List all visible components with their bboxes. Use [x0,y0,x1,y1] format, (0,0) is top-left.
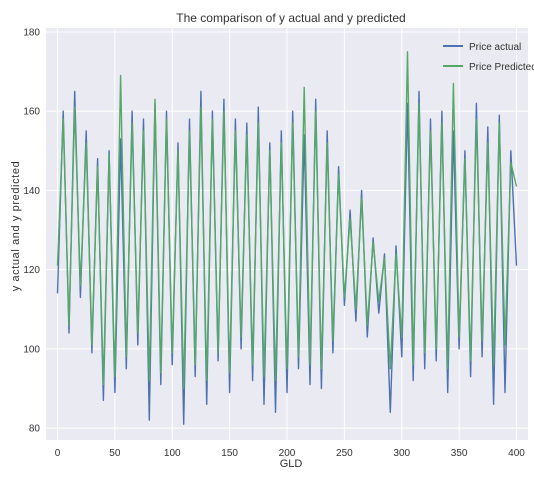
y-axis-label: y actual and y predicted [10,161,22,292]
y-tick-labels: 80 100 120 140 160 180 [23,27,40,434]
series-line-price-predicted [56,51,518,390]
chart-title: The comparison of y actual and y predict… [176,11,405,25]
legend: Price actual Price Predicted [443,42,534,73]
y-tick-label: 100 [23,344,40,355]
x-tick-label: 100 [164,448,181,459]
x-tick-label: 50 [109,448,121,459]
x-tick-label: 300 [393,448,410,459]
series-layer [56,51,518,425]
x-tick-labels: 0 50 100 150 200 250 300 350 400 [55,448,526,459]
y-tick-label: 120 [23,265,40,276]
x-tick-label: 200 [279,448,296,459]
x-tick-label: 350 [451,448,468,459]
x-tick-label: 0 [55,448,61,459]
legend-label-price-actual: Price actual [469,42,521,53]
legend-label-price-predicted: Price Predicted [469,62,534,73]
y-tick-label: 140 [23,186,40,197]
y-tick-label: 160 [23,107,40,118]
y-tick-label: 80 [29,424,41,435]
y-tick-label: 180 [23,27,40,38]
x-tick-label: 150 [221,448,238,459]
x-tick-label: 250 [336,448,353,459]
x-tick-label: 400 [508,448,525,459]
x-axis-label: GLD [280,458,303,470]
